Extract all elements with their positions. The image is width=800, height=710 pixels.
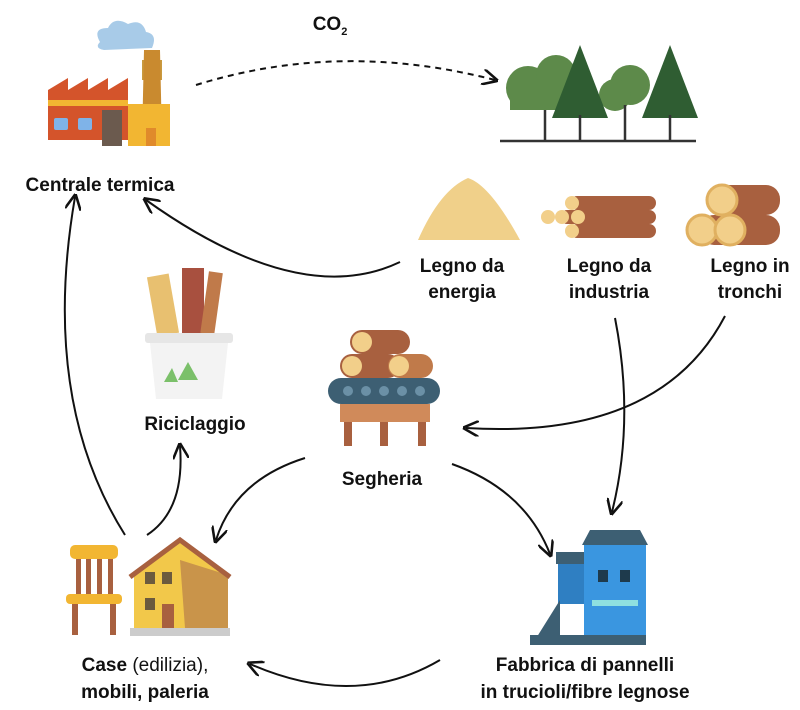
energy-wood-label: Legno da energia	[420, 256, 505, 303]
panel-factory-label: Fabbrica di pannelli in trucioli/fibre le…	[480, 655, 689, 703]
trees-icon	[500, 45, 698, 141]
arrow	[147, 446, 181, 535]
arrow	[65, 197, 125, 535]
line: energia	[428, 282, 496, 303]
line: industria	[569, 282, 650, 303]
line: in trucioli/fibre legnose	[480, 682, 689, 703]
arrow	[216, 458, 305, 540]
recycling-label: Riciclaggio	[144, 414, 245, 435]
housing-bold: Case	[82, 655, 127, 676]
power-plant-icon	[48, 21, 170, 146]
line: Legno da	[567, 256, 652, 277]
line: Legno in	[710, 256, 789, 277]
furniture-house-icon	[66, 540, 230, 636]
industry-logs-icon	[541, 196, 656, 238]
housing-label: Case (edilizia), mobili, paleria	[81, 655, 209, 703]
line: Legno da	[420, 256, 505, 277]
sawmill-label: Segheria	[342, 469, 423, 490]
co2-text: CO	[313, 14, 342, 35]
arrow	[466, 316, 725, 429]
co2-arrow	[196, 61, 495, 85]
power-plant-label: Centrale termica	[26, 175, 175, 196]
logs-label: Legno in tronchi	[710, 256, 789, 303]
line: Fabbrica di pannelli	[496, 655, 674, 676]
sawmill-icon	[328, 330, 440, 446]
round-logs-icon	[687, 185, 780, 245]
industry-wood-label: Legno da industria	[567, 256, 652, 303]
co2-subscript: 2	[341, 26, 347, 38]
arrow	[452, 464, 550, 554]
arrow	[250, 660, 440, 686]
arrow	[146, 200, 400, 277]
line: tronchi	[718, 282, 782, 303]
co2-label: CO2	[313, 14, 348, 38]
sawdust-icon	[418, 178, 520, 240]
diagram: Centrale termica CO2 Legno da energia Leg…	[0, 0, 800, 710]
recycling-icon	[145, 268, 233, 399]
housing-regular: (edilizia),	[132, 655, 208, 676]
line: mobili, paleria	[81, 682, 209, 703]
arrow	[612, 318, 624, 512]
